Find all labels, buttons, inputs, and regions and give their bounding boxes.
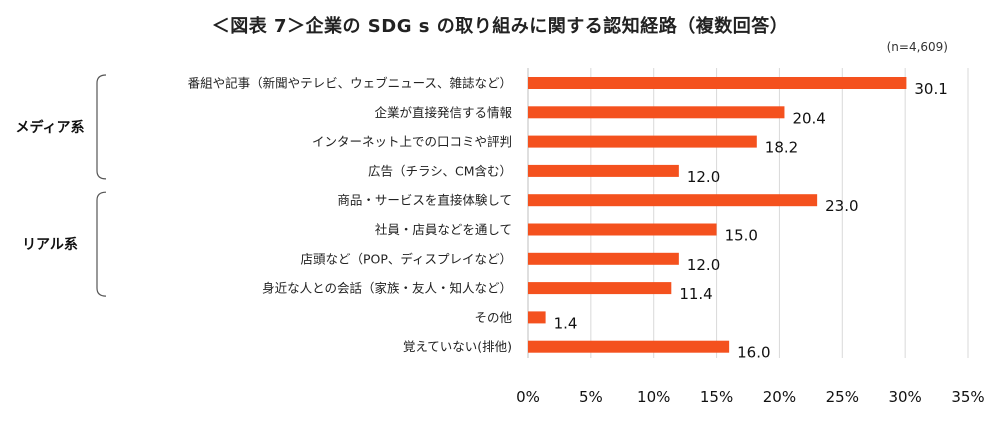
value-label: 18.2 [765,139,798,157]
category-label: 社員・店員などを通して [375,222,512,237]
bar [528,164,679,177]
value-label: 12.0 [687,256,720,274]
category-label: 覚えていない(排他) [403,339,512,354]
value-label: 1.4 [554,314,578,332]
group-label: リアル系 [22,236,78,253]
category-labels: 番組や記事（新聞やテレビ、ウェブニュース、雑誌など） 企業が直接発信する情報インタ… [188,76,513,355]
value-labels: 30.1 20.4 18.2 12.0 23.0 15.0 12.0 11.4 1.4 16.0 [554,80,948,362]
tick-label: 30% [888,388,921,406]
category-label: その他 [474,310,512,325]
bar [528,252,679,265]
tick-label: 10% [637,388,670,406]
tick-label: 35% [951,388,984,406]
category-label: 番組や記事（新聞やテレビ、ウェブニュース、雑誌など） [188,76,512,91]
category-label: 店頭など（POP、ディスプレイなど） [300,251,512,266]
tick-label: 25% [826,388,859,406]
value-label: 11.4 [679,285,712,303]
value-label: 30.1 [914,80,947,98]
group-bracket [96,191,107,297]
value-label: 20.4 [792,109,825,127]
value-label: 16.0 [737,344,770,362]
bar [528,194,818,207]
category-label: 身近な人との会話（家族・友人・知人など） [262,281,512,296]
bar [528,311,546,324]
bar [528,340,730,353]
category-label: 商品・サービスを直接体験して [337,193,512,208]
tick-label: 5% [579,388,603,406]
sample-size-note: (n=4,609) [886,40,948,54]
tick-label: 20% [763,388,796,406]
category-label: 広告（チラシ、CM含む） [368,163,512,178]
value-label: 15.0 [725,227,758,245]
chart-title: ＜図表 7＞企業の SDG s の取り組みに関する認知経路（複数回答） [211,16,789,37]
x-axis-ticks: 0% 5% 10% 15% 20% 25% 30% 35% [516,388,985,406]
group-bracket [96,74,107,180]
bar [528,135,757,148]
value-label: 12.0 [687,168,720,186]
bar [528,282,672,295]
tick-label: 15% [700,388,733,406]
bar [528,223,717,236]
value-label: 23.0 [825,197,858,215]
category-label: インターネット上での口コミや評判 [312,134,512,149]
bars [528,77,907,353]
bar [528,106,785,119]
tick-label: 0% [516,388,540,406]
bar [528,77,907,89]
group-label: メディア系 [15,119,84,136]
category-label: 企業が直接発信する情報 [374,105,512,120]
